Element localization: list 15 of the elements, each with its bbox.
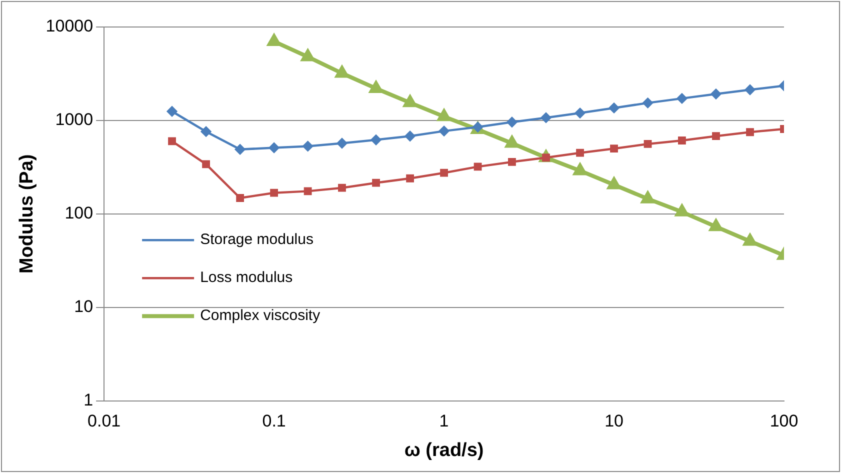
y-tick-label: 100 bbox=[64, 204, 94, 223]
x-tick-label: 10 bbox=[604, 412, 624, 431]
x-tick-label: 0.1 bbox=[262, 412, 286, 431]
x-tick-label: 1 bbox=[439, 412, 449, 431]
y-tick-label: 1000 bbox=[55, 110, 94, 130]
y-tick-label: 1 bbox=[84, 390, 94, 410]
y-axis-title: Modulus (Pa) bbox=[16, 154, 38, 274]
legend-label: Loss modulus bbox=[200, 269, 293, 286]
y-tick-label: 10000 bbox=[46, 16, 94, 36]
legend-label: Storage modulus bbox=[200, 231, 314, 248]
y-tick-label: 10 bbox=[74, 297, 94, 316]
x-tick-label: 100 bbox=[770, 412, 798, 431]
x-tick-label: 0.01 bbox=[88, 412, 121, 431]
x-axis-title: ω (rad/s) bbox=[404, 440, 484, 461]
legend-label: Complex viscosity bbox=[200, 307, 321, 324]
